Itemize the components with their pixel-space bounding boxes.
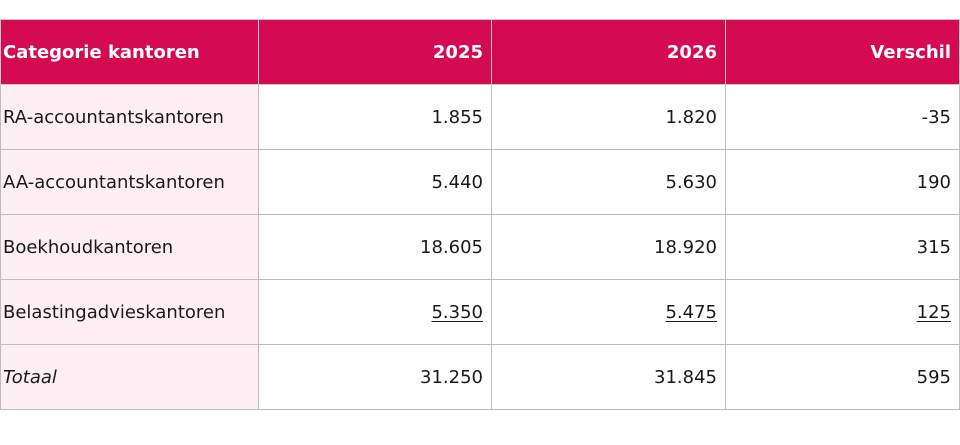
table-row: RA-accountantskantoren 1.855 1.820 -35 [0,84,960,150]
table-row: AA-accountantskantoren 5.440 5.630 190 [0,149,960,215]
table-header-row: Categorie kantoren 2025 2026 Verschil [0,19,960,85]
table-total-row: Totaal 31.250 31.845 595 [0,344,960,410]
value-2025: 18.605 [258,214,492,280]
value-2026: 1.820 [491,84,726,150]
total-2026: 31.845 [491,344,726,410]
row-label: Boekhoudkantoren [0,214,259,280]
value-2026: 18.920 [491,214,726,280]
header-difference: Verschil [725,19,960,85]
header-2026: 2026 [491,19,726,85]
table-row: Belastingadvieskantoren 5.350 5.475 125 [0,279,960,345]
value-difference: -35 [725,84,960,150]
value-2025: 5.350 [431,301,483,323]
header-category: Categorie kantoren [0,19,259,85]
row-label: RA-accountantskantoren [0,84,259,150]
table-row: Boekhoudkantoren 18.605 18.920 315 [0,214,960,280]
total-difference: 595 [725,344,960,410]
value-difference: 125 [916,301,951,323]
row-label: Belastingadvieskantoren [0,279,259,345]
value-2026: 5.630 [491,149,726,215]
kantoren-table: Categorie kantoren 2025 2026 Verschil RA… [0,19,960,410]
value-difference: 190 [725,149,960,215]
value-difference: 315 [725,214,960,280]
row-label: AA-accountantskantoren [0,149,259,215]
value-2026: 5.475 [665,301,717,323]
table-container: Categorie kantoren 2025 2026 Verschil RA… [0,19,960,410]
header-2025: 2025 [258,19,492,85]
total-label: Totaal [3,366,57,388]
total-2025: 31.250 [258,344,492,410]
value-2025: 1.855 [258,84,492,150]
value-2025: 5.440 [258,149,492,215]
